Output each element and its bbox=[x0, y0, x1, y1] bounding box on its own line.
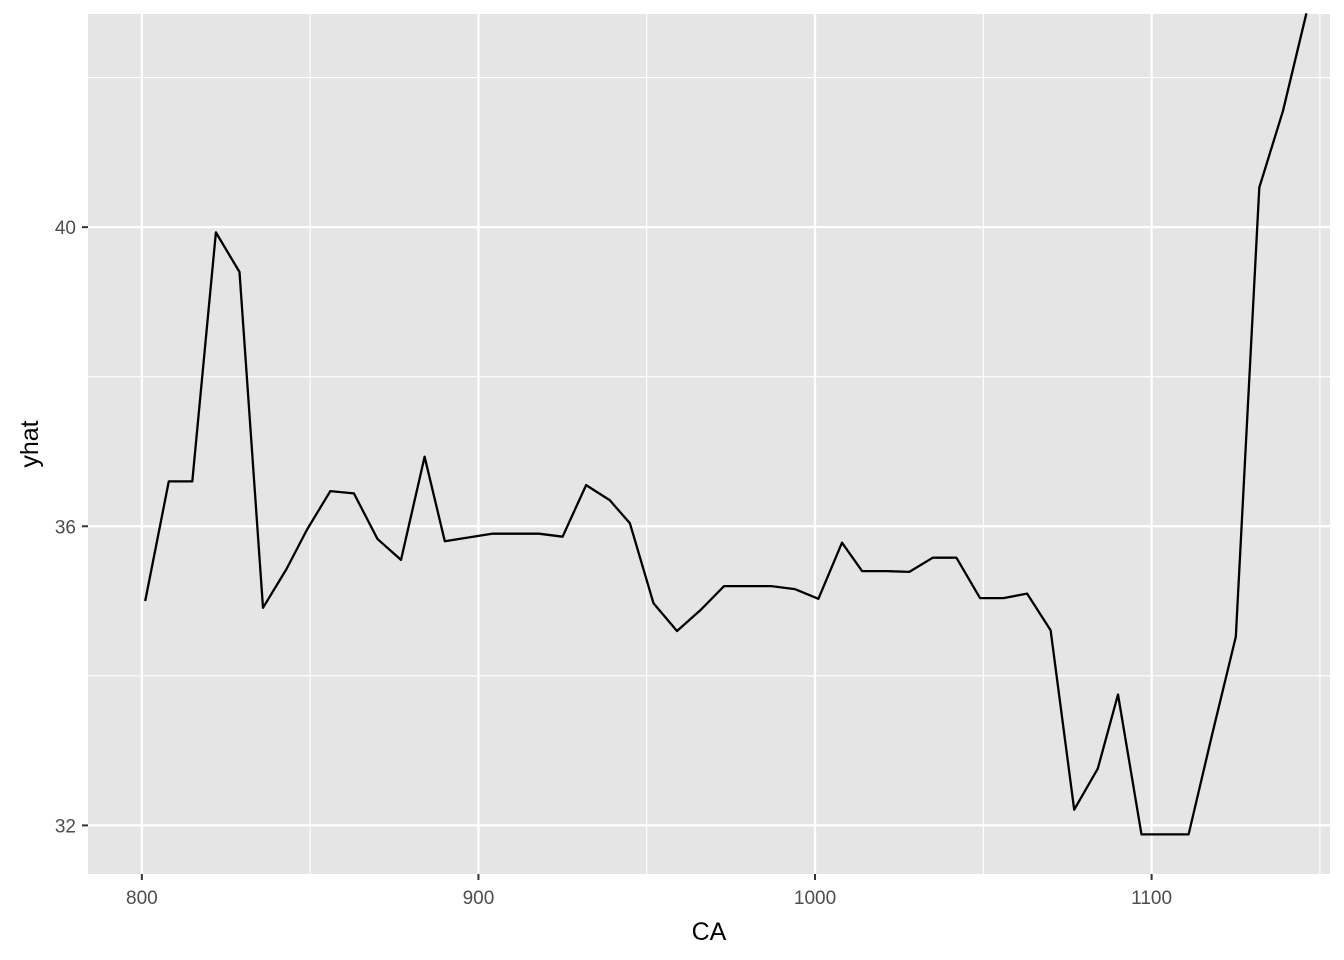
x-tick-label: 800 bbox=[126, 888, 158, 909]
y-axis-title: yhat bbox=[16, 420, 44, 467]
major-gridlines bbox=[88, 14, 1330, 874]
x-tick-label: 900 bbox=[463, 888, 495, 909]
axis-ticks bbox=[82, 226, 1153, 880]
series-layer bbox=[144, 13, 1308, 836]
x-axis-title: CA bbox=[692, 918, 727, 946]
y-tick-label: 36 bbox=[55, 517, 76, 538]
minor-gridlines bbox=[88, 14, 1330, 874]
y-tick-label: 32 bbox=[55, 816, 76, 837]
x-tick-label: 1100 bbox=[1131, 888, 1172, 909]
series-line bbox=[144, 13, 1308, 836]
tick-labels: 800 900 1000 1100 32 36 40 bbox=[55, 218, 1172, 909]
x-tick-label: 1000 bbox=[794, 888, 836, 909]
plot-panel bbox=[88, 14, 1330, 874]
y-tick-label: 40 bbox=[55, 218, 76, 239]
